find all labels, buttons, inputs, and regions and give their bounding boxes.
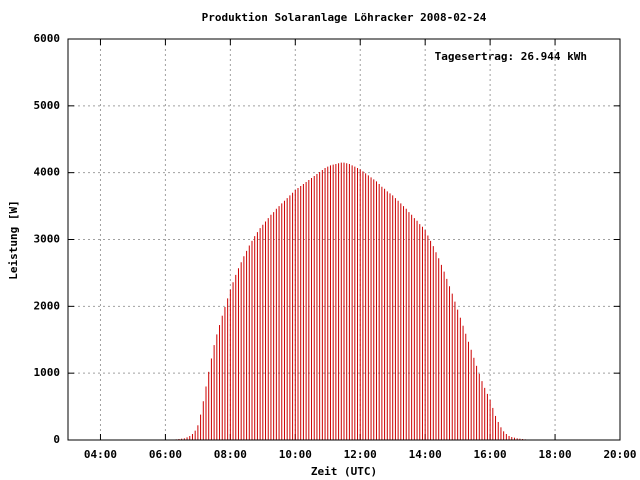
x-tick-label: 16:00 bbox=[474, 448, 507, 461]
y-tick-label: 1000 bbox=[34, 366, 61, 379]
x-tick-label: 18:00 bbox=[538, 448, 571, 461]
y-tick-label: 6000 bbox=[34, 32, 61, 45]
x-tick-label: 06:00 bbox=[149, 448, 182, 461]
x-tick-label: 20:00 bbox=[603, 448, 636, 461]
x-axis-label: Zeit (UTC) bbox=[311, 465, 377, 478]
x-tick-label: 14:00 bbox=[409, 448, 442, 461]
y-tick-label: 5000 bbox=[34, 99, 61, 112]
y-tick-label: 2000 bbox=[34, 299, 61, 312]
y-tick-label: 3000 bbox=[34, 233, 61, 246]
y-tick-label: 0 bbox=[53, 433, 60, 446]
y-axis-label: Leistung [W] bbox=[7, 200, 20, 279]
annotation: Tagesertrag: 26.944 kWh bbox=[435, 50, 587, 63]
x-tick-label: 10:00 bbox=[279, 448, 312, 461]
y-tick-label: 4000 bbox=[34, 166, 61, 179]
x-tick-label: 04:00 bbox=[84, 448, 117, 461]
chart-title: Produktion Solaranlage Löhracker 2008-02… bbox=[202, 11, 487, 24]
x-tick-label: 12:00 bbox=[344, 448, 377, 461]
x-tick-label: 08:00 bbox=[214, 448, 247, 461]
plot-border bbox=[67, 38, 621, 441]
